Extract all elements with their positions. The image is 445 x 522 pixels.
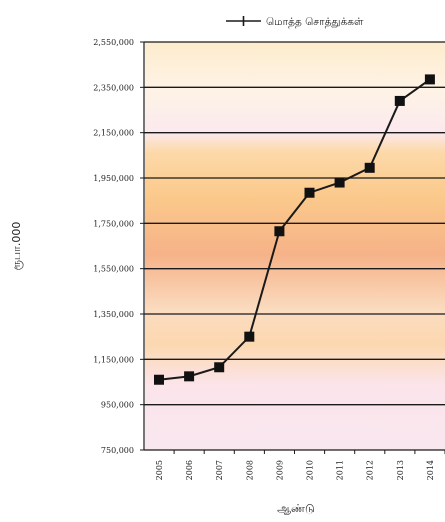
x-tick-label: 2012 <box>366 460 375 480</box>
legend: மொத்த சொத்துக்கள் <box>226 16 364 28</box>
y-tick-label: 1,550,000 <box>93 265 134 274</box>
x-tick-label: 2014 <box>426 460 435 480</box>
x-tick-label: 2006 <box>185 460 194 480</box>
y-tick-label: 1,750,000 <box>93 219 134 228</box>
x-axis-title: ஆண்டு <box>277 502 315 515</box>
data-point <box>214 362 225 373</box>
x-tick-label: 2010 <box>306 460 315 480</box>
data-point <box>334 177 345 188</box>
data-point <box>274 226 285 237</box>
data-point <box>154 374 164 385</box>
y-tick-label: 1,350,000 <box>93 310 134 319</box>
y-tick-labels: 750,000 950,000 1,150,000 1,350,000 1,550,00… <box>93 38 134 455</box>
x-tick-label: 2013 <box>396 460 405 480</box>
y-axis-title: ரூபா.000 <box>10 222 23 271</box>
x-tick-labels: 2005 2006 2007 2008 2009 2010 2011 2012 2013 2014 <box>155 460 435 480</box>
y-tick-label: 750,000 <box>101 446 134 455</box>
y-tick-label: 1,150,000 <box>93 355 134 364</box>
x-tick-label: 2009 <box>275 460 284 480</box>
y-tick-label: 1,950,000 <box>93 174 134 183</box>
gridlines <box>140 41 445 454</box>
data-point <box>304 187 315 198</box>
series-line <box>158 78 431 381</box>
x-tick-label: 2005 <box>155 460 164 480</box>
data-point <box>184 371 195 382</box>
series-layer <box>154 74 435 385</box>
data-point <box>244 331 255 342</box>
y-tick-label: 2,550,000 <box>93 38 134 47</box>
x-tick-label: 2008 <box>245 460 254 480</box>
data-point <box>424 74 435 85</box>
y-tick-label: 950,000 <box>101 401 134 410</box>
y-tick-label: 2,150,000 <box>93 129 134 138</box>
data-point <box>364 162 375 173</box>
x-tick-label: 2011 <box>336 460 345 480</box>
data-point <box>394 95 405 106</box>
y-tick-label: 2,350,000 <box>93 83 134 92</box>
x-tick-label: 2007 <box>215 460 224 480</box>
legend-label: மொத்த சொத்துக்கள் <box>266 16 364 28</box>
